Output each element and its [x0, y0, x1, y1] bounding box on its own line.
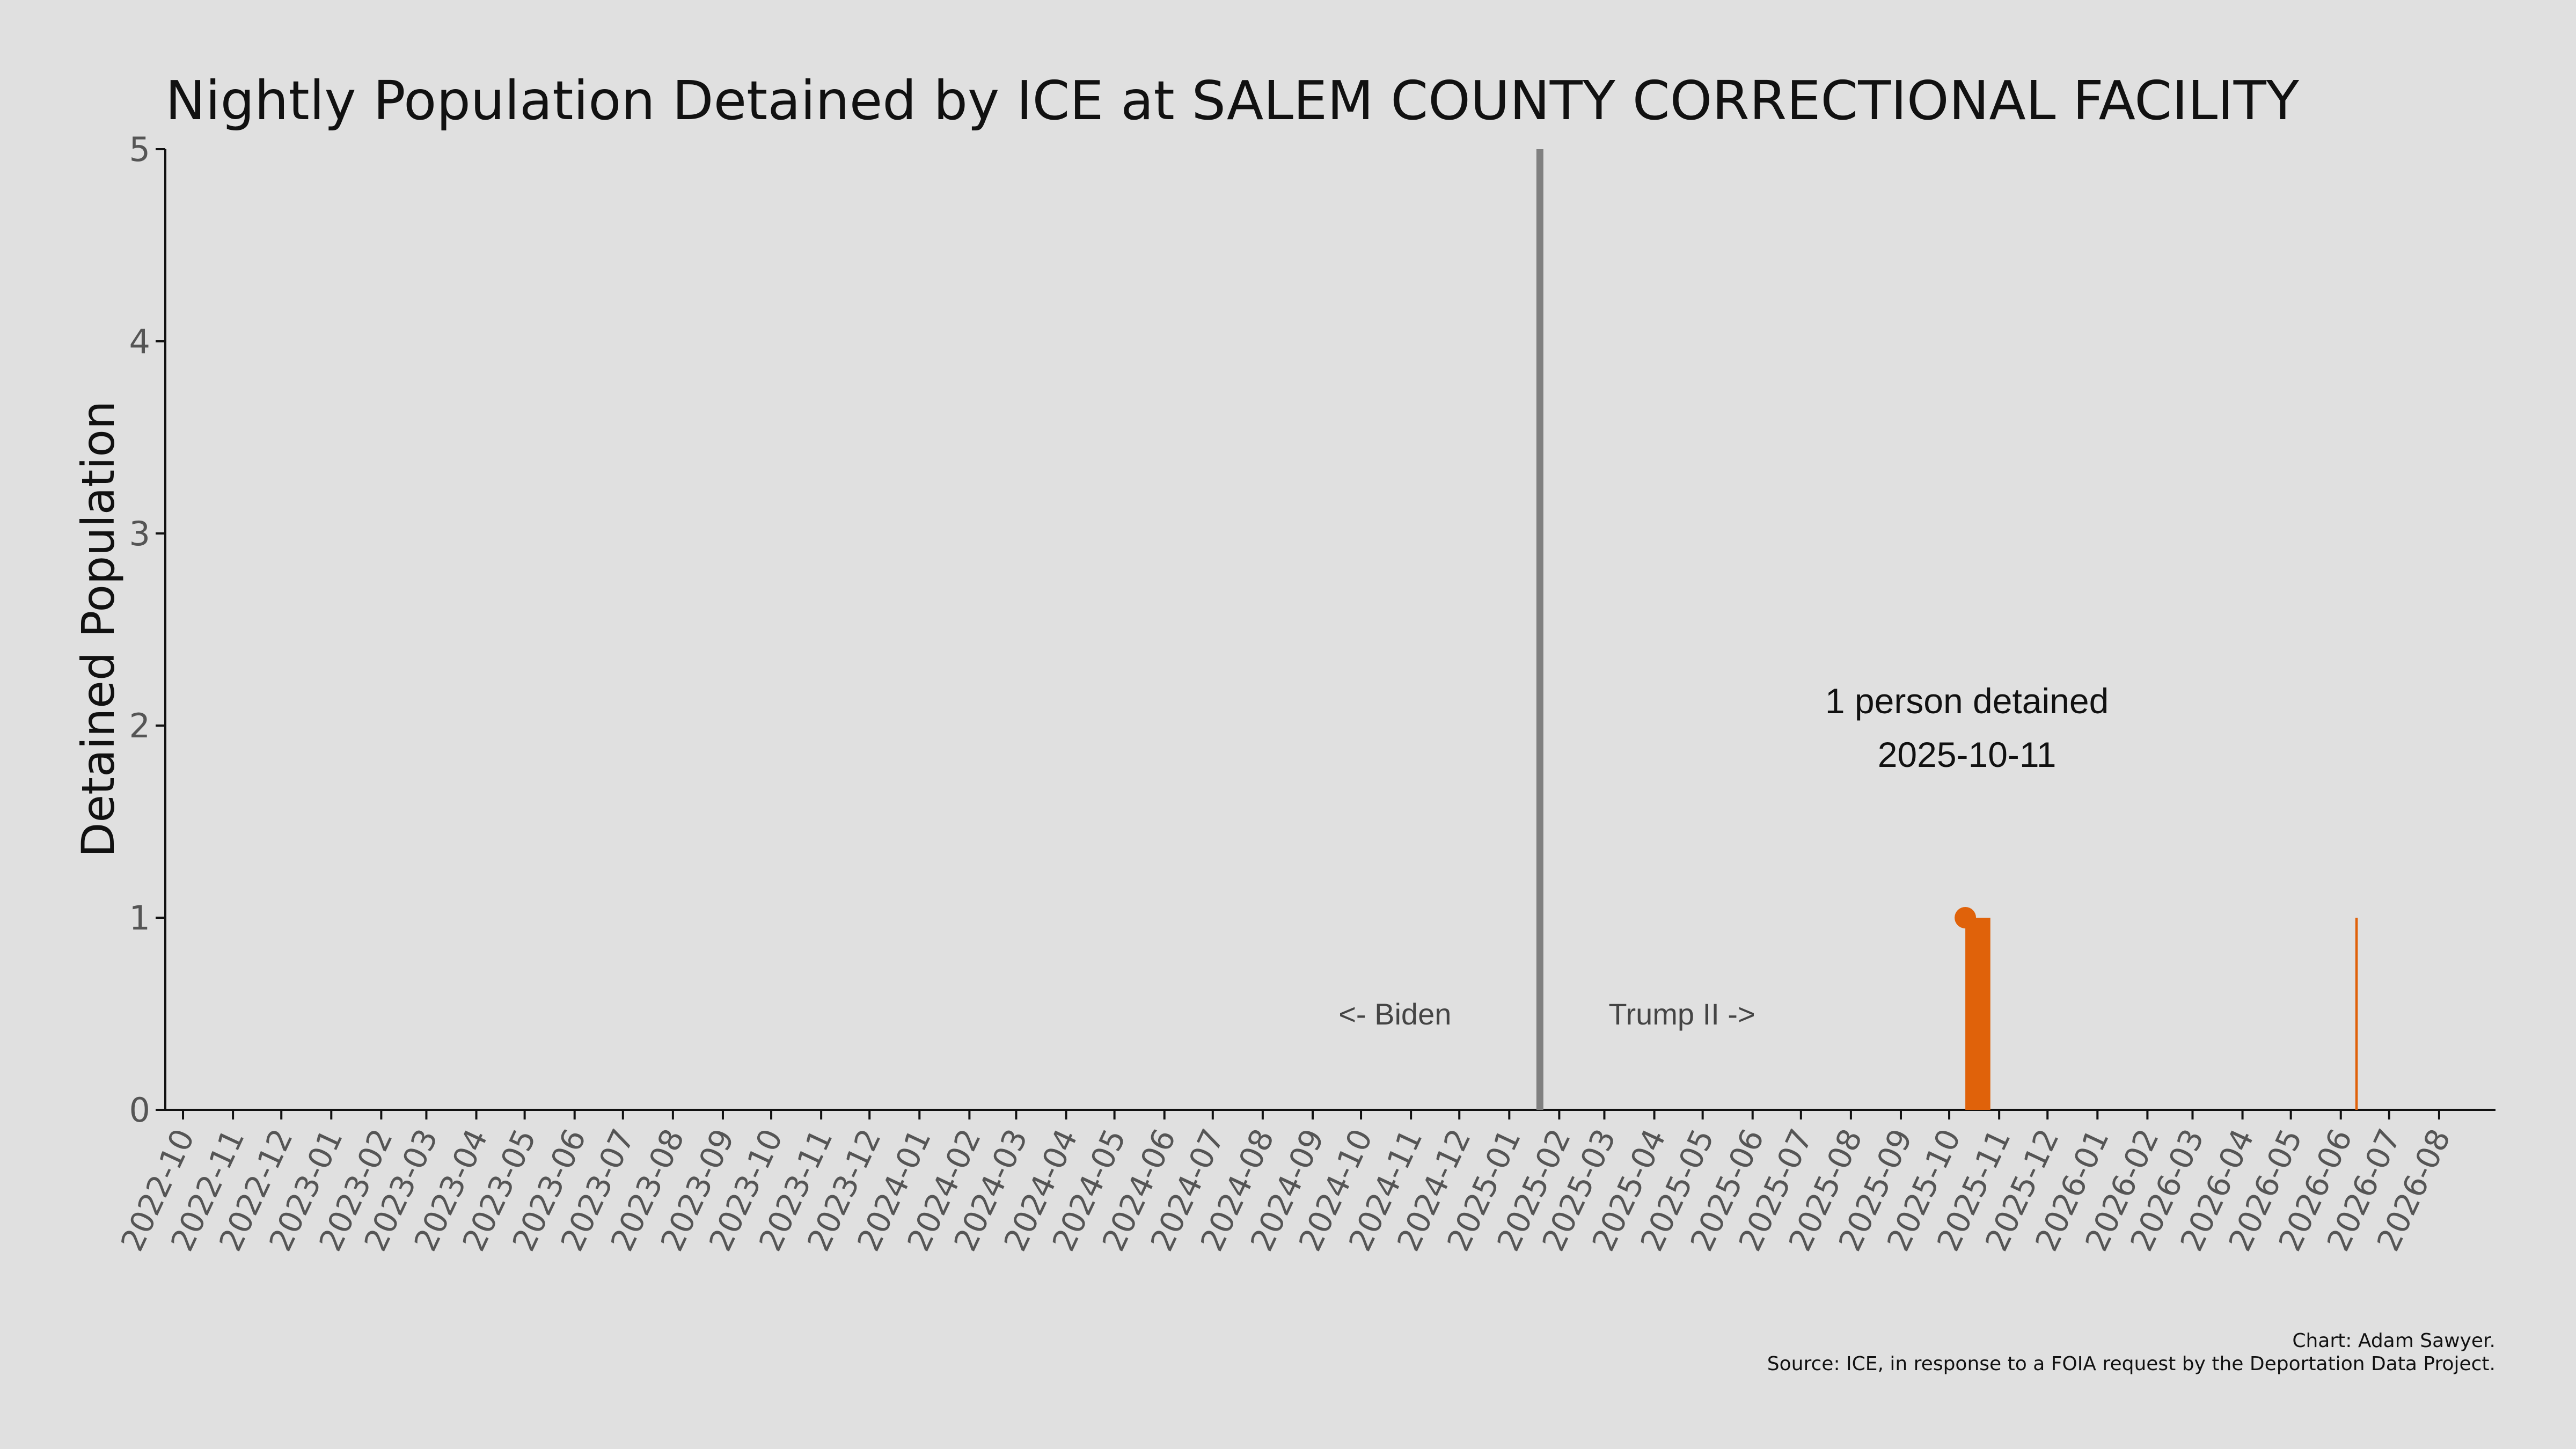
population-bar [1983, 918, 1986, 1110]
y-tick-label: 2 [129, 706, 150, 745]
plot-area: 0123452022-102022-112022-122023-012023-0… [114, 130, 2496, 1257]
source-line: Source: ICE, in response to a FOIA reque… [1767, 1353, 2496, 1375]
y-tick-label: 5 [129, 130, 150, 169]
population-bar [1973, 918, 1976, 1110]
population-bar [1967, 918, 1970, 1110]
y-tick-label: 4 [129, 322, 150, 361]
population-bar [1970, 918, 1973, 1110]
y-axis-label: Detained Population [72, 401, 125, 857]
population-bar [1978, 918, 1981, 1110]
credit-line: Chart: Adam Sawyer. [2292, 1330, 2496, 1352]
chart-title: Nightly Population Detained by ICE at SA… [165, 69, 2300, 132]
population-bar [1975, 918, 1978, 1110]
population-bar [1968, 918, 1971, 1110]
population-bar [1977, 918, 1979, 1110]
population-bar [2355, 918, 2358, 1110]
highlight-label-date: 2025-10-11 [1878, 735, 2057, 774]
highlight-point [1955, 907, 1977, 928]
population-bar [1988, 918, 1990, 1110]
highlight-label-count: 1 person detained [1825, 681, 2109, 721]
population-bar [1981, 918, 1984, 1110]
y-tick-label: 3 [129, 514, 150, 553]
population-bar [1985, 918, 1987, 1110]
population-bar [1980, 918, 1982, 1110]
population-bar [1965, 918, 1968, 1110]
biden-era-label: <- Biden [1338, 997, 1451, 1031]
population-bar [1972, 918, 1974, 1110]
y-tick-label: 1 [129, 898, 150, 938]
y-tick-label: 0 [129, 1091, 150, 1130]
population-bar [1986, 918, 1989, 1110]
trump-era-label: Trump II -> [1608, 997, 1755, 1031]
